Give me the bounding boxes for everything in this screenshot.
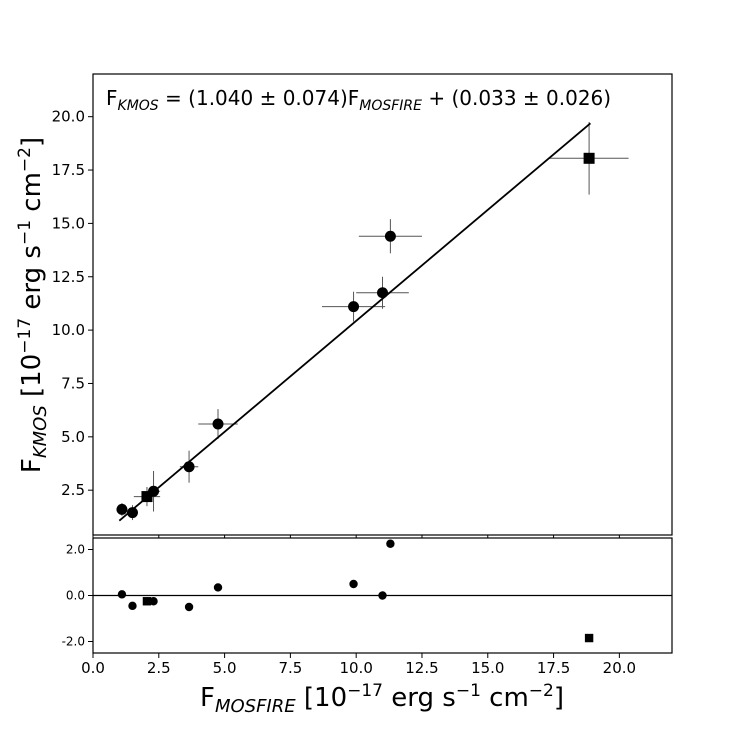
main-y-tick-label: 20.0 [52,108,85,126]
x-axis-label: FMOSFIRE [10−17 erg s−1 cm−2] [200,681,564,717]
residual-point-circle [349,579,358,589]
main-panel: 2.5 5.0 7.5 10.0 12.5 15.0 17.5 20.0 FKMOS = (1… [15,73,673,539]
data-point-square [583,152,595,164]
residual-panel: -2.0 0.0 2.0 0.0 2.5 5.0 7.5 10.0 12.5 15.0 17.5 2… [62,537,673,717]
data-point-circle [126,507,138,519]
data-point-circle [348,301,360,313]
data-point-circle [116,503,128,515]
main-y-tick-label: 12.5 [52,268,85,286]
y-axis-label: FKMOS [10−17 erg s−1 cm−2] [15,137,51,473]
residual-point-circle [378,591,387,600]
residual-data-points [117,539,594,643]
fit-line [118,122,591,522]
main-y-tick-label: 5.0 [61,428,85,446]
x-tick-label: 15.0 [471,659,504,677]
residual-point-square [584,633,594,643]
fit-equation: FKMOS = (1.040 ± 0.074)FMOSFIRE + (0.033… [106,86,611,114]
residual-point-square [142,597,152,606]
data-point-circle [384,230,396,242]
x-tick-label: 0.0 [81,659,105,677]
residual-point-circle [386,539,395,548]
main-y-tick-label: 15.0 [52,214,85,232]
main-y-axis-ticks: 2.5 5.0 7.5 10.0 12.5 15.0 17.5 20.0 [52,108,93,499]
residual-point-circle [184,602,194,612]
residual-y-tick-label: 0.0 [66,589,85,603]
data-point-circle [212,418,224,430]
residual-point-circle [117,590,127,599]
main-y-tick-label: 10.0 [52,321,85,339]
residual-point-circle [128,601,137,611]
residual-x-axis-ticks: 0.0 2.5 5.0 7.5 10.0 12.5 15.0 17.5 20.0 [81,653,636,677]
x-tick-label: 7.5 [278,659,302,677]
data-point-circle [183,461,195,473]
x-tick-label: 17.5 [537,659,570,677]
data-point-circle [377,287,388,299]
x-tick-label: 20.0 [603,659,636,677]
x-tick-label: 5.0 [213,659,237,677]
main-y-tick-label: 7.5 [61,374,85,392]
x-tick-label: 10.0 [339,659,372,677]
residual-y-tick-label: -2.0 [62,635,85,649]
residual-point-circle [149,597,158,606]
residual-y-tick-label: 2.0 [66,543,85,557]
x-tick-label: 12.5 [405,659,438,677]
x-tick-label: 2.5 [147,659,171,677]
main-y-tick-label: 2.5 [61,481,85,499]
data-point-square [141,491,153,503]
main-y-tick-label: 17.5 [52,161,85,179]
residual-y-axis-ticks: -2.0 0.0 2.0 [62,543,93,649]
main-fit-line-group [118,122,591,522]
main-data-points [116,152,595,519]
residual-point-circle [213,583,223,592]
